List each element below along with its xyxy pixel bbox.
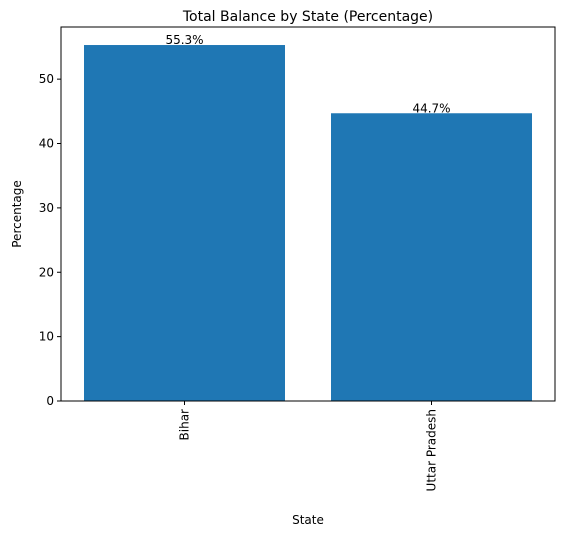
ticks-layer: Bihar Uttar Pradesh 0 10 20 30 40 50 xyxy=(39,72,439,491)
data-label: 44.7% xyxy=(412,101,450,115)
x-tick-label: Uttar Pradesh xyxy=(425,409,439,491)
y-tick-label: 10 xyxy=(39,330,54,344)
y-tick-label: 0 xyxy=(46,394,54,408)
x-tick-label: Bihar xyxy=(178,409,192,441)
y-tick-label: 20 xyxy=(39,265,54,279)
chart-title: Total Balance by State (Percentage) xyxy=(182,9,433,25)
y-axis-label: Percentage xyxy=(10,180,24,248)
bars-layer: 55.3% 44.7% xyxy=(84,33,532,401)
y-tick-label: 50 xyxy=(39,72,54,86)
data-label: 55.3% xyxy=(165,33,203,47)
x-axis-label: State xyxy=(292,513,324,527)
bar-uttar-pradesh xyxy=(331,113,532,401)
bar-bihar xyxy=(84,45,285,401)
y-tick-label: 40 xyxy=(39,137,54,151)
y-tick-label: 30 xyxy=(39,201,54,215)
plot-frame xyxy=(60,26,556,402)
